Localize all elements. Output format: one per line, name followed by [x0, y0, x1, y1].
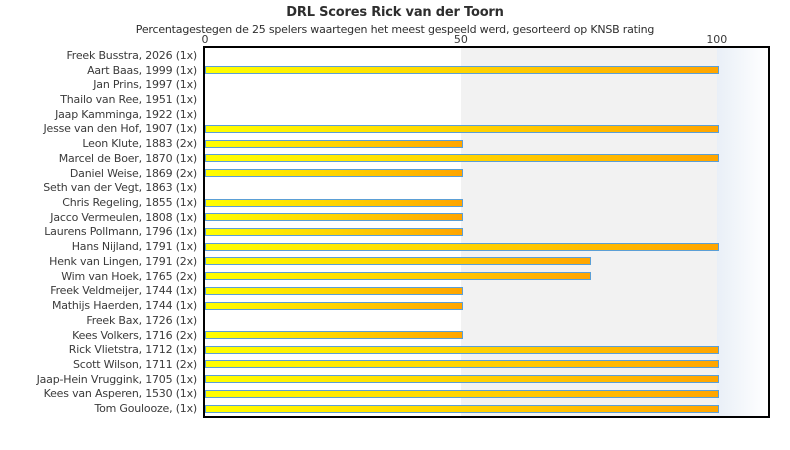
y-category-label: Daniel Weise, 1869 (2x) — [69, 166, 197, 180]
bar-row — [205, 284, 768, 299]
bar-row — [205, 122, 768, 137]
score-bar — [205, 286, 463, 295]
bar-row — [205, 210, 768, 225]
bar-row — [205, 63, 768, 78]
y-category-label: Kees Volkers, 1716 (2x) — [72, 328, 197, 342]
score-bar — [205, 404, 719, 413]
y-category-label: Freek Veldmeijer, 1744 (1x) — [50, 284, 197, 298]
bar-row — [205, 313, 768, 328]
score-bar — [205, 389, 719, 398]
bar-row — [205, 387, 768, 402]
bar-row — [205, 401, 768, 416]
score-bar — [205, 139, 463, 148]
bar-row — [205, 239, 768, 254]
chart-title: DRL Scores Rick van der Toorn — [286, 5, 504, 20]
bar-row — [205, 166, 768, 181]
score-bar — [205, 375, 719, 384]
score-bar — [205, 301, 463, 310]
background-band — [716, 48, 768, 416]
y-category-label: Jesse van den Hof, 1907 (1x) — [43, 122, 197, 136]
y-axis-category-labels: Freek Busstra, 2026 (1x) Aart Baas, 1999 … — [0, 48, 198, 416]
score-bar — [205, 360, 719, 369]
score-bar — [205, 66, 719, 75]
y-category-label: Tom Goulooze, (1x) — [94, 402, 197, 416]
bar-row — [205, 48, 768, 63]
score-bar — [205, 227, 463, 236]
x-tick-label: 0 — [201, 33, 209, 46]
y-category-label: Wim van Hoek, 1765 (2x) — [61, 269, 197, 283]
y-category-label: Leon Klute, 1883 (2x) — [82, 137, 197, 151]
y-category-label: Freek Bax, 1726 (1x) — [86, 313, 197, 327]
score-bar — [205, 242, 719, 251]
bar-row — [205, 107, 768, 122]
y-category-label: Jaap Kamminga, 1922 (1x) — [55, 107, 197, 121]
bar-row — [205, 357, 768, 372]
x-tick-label: 50 — [453, 33, 468, 46]
bar-row — [205, 269, 768, 284]
y-category-label: Laurens Pollmann, 1796 (1x) — [44, 225, 197, 239]
score-bar — [205, 124, 719, 133]
chart-subtitle: Percentagestegen de 25 spelers waartegen… — [135, 23, 655, 36]
y-category-label: Henk van Lingen, 1791 (2x) — [49, 254, 197, 268]
y-category-label: Jacco Vermeulen, 1808 (1x) — [50, 210, 197, 224]
y-category-label: Seth van der Vegt, 1863 (1x) — [43, 181, 197, 195]
background-band — [460, 48, 717, 416]
bar-row — [205, 372, 768, 387]
y-category-label: Marcel de Boer, 1870 (1x) — [58, 151, 197, 165]
score-bar — [205, 331, 463, 340]
score-bar — [205, 213, 463, 222]
y-category-label: Mathijs Haerden, 1744 (1x) — [51, 299, 197, 313]
y-category-label: Rick Vlietstra, 1712 (1x) — [68, 343, 197, 357]
score-bar — [205, 154, 719, 163]
y-category-label: Thailo van Ree, 1951 (1x) — [60, 93, 197, 107]
y-category-label: Jan Prins, 1997 (1x) — [93, 78, 197, 92]
score-bar — [205, 272, 591, 281]
bar-row — [205, 195, 768, 210]
score-bar — [205, 198, 463, 207]
bar-row — [205, 77, 768, 92]
bar-row — [205, 180, 768, 195]
score-bar — [205, 169, 463, 178]
x-axis-tick-labels: 0 50 100 — [201, 33, 768, 46]
bar-row — [205, 328, 768, 343]
y-category-label: Jaap-Hein Vruggink, 1705 (1x) — [36, 372, 198, 386]
score-bar — [205, 345, 719, 354]
y-category-label: Aart Baas, 1999 (1x) — [87, 63, 197, 77]
bar-row — [205, 92, 768, 107]
bar-row — [205, 136, 768, 151]
y-category-label: Hans Nijland, 1791 (1x) — [71, 240, 197, 254]
plot-area — [203, 46, 770, 418]
y-category-label: Chris Regeling, 1855 (1x) — [62, 196, 197, 210]
bar-row — [205, 151, 768, 166]
bar-row — [205, 298, 768, 313]
bar-row — [205, 342, 768, 357]
bar-rows — [205, 48, 768, 416]
y-category-label: Freek Busstra, 2026 (1x) — [66, 48, 197, 62]
x-tick-label: 100 — [706, 33, 728, 46]
y-category-label: Kees van Asperen, 1530 (1x) — [43, 387, 198, 401]
bar-row — [205, 254, 768, 269]
bar-row — [205, 225, 768, 240]
y-category-label: Scott Wilson, 1711 (2x) — [72, 357, 197, 371]
score-bar — [205, 257, 591, 266]
